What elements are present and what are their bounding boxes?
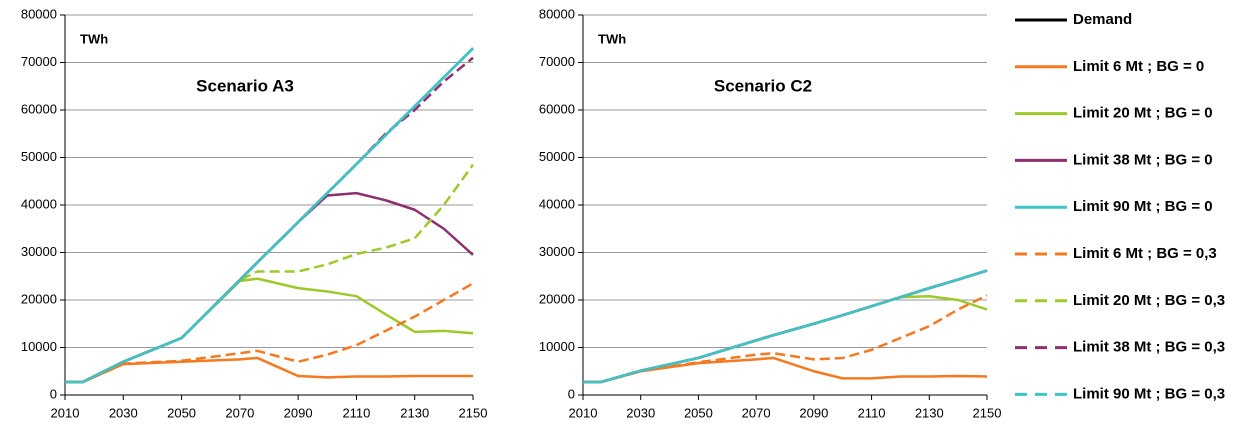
legend-label: Limit 38 Mt ; BG = 0,3: [1073, 339, 1225, 356]
x-tick-label: 2050: [684, 405, 713, 420]
y-tick-label: 10000: [21, 339, 57, 354]
x-tick-label: 2130: [915, 405, 944, 420]
series-line: [65, 56, 474, 384]
series-line: [583, 294, 988, 384]
x-tick-label: 2110: [858, 405, 886, 420]
y-tick-label: 60000: [21, 101, 57, 116]
legend-label: Limit 20 Mt ; BG = 0,3: [1073, 292, 1225, 309]
series-line: [583, 269, 988, 384]
y-tick-label: 50000: [539, 149, 575, 164]
unit-label: TWh: [598, 31, 626, 46]
x-tick-label: 2030: [109, 405, 138, 420]
series-line: [65, 282, 474, 384]
x-tick-label: 2090: [799, 405, 828, 420]
x-tick-label: 2070: [225, 405, 254, 420]
x-tick-label: 2010: [569, 405, 598, 420]
series-line: [65, 191, 474, 384]
legend-label: Limit 90 Mt ; BG = 0,3: [1073, 385, 1225, 402]
legend-label: Demand: [1073, 11, 1132, 28]
legend-label: Limit 6 Mt ; BG = 0: [1073, 58, 1204, 75]
x-tick-label: 2110: [342, 405, 370, 420]
y-tick-label: 50000: [21, 149, 57, 164]
y-tick-label: 0: [568, 386, 575, 401]
y-tick-label: 30000: [21, 244, 57, 259]
y-tick-label: 80000: [21, 6, 57, 21]
x-tick-label: 2150: [459, 405, 488, 420]
series-line: [65, 47, 474, 384]
x-tick-label: 2070: [742, 405, 771, 420]
scenario-title: Scenario C2: [714, 76, 812, 95]
legend-label: Limit 38 Mt ; BG = 0: [1073, 151, 1213, 168]
scenario-title: Scenario A3: [196, 76, 294, 95]
x-tick-label: 2010: [51, 405, 80, 420]
y-tick-label: 20000: [21, 291, 57, 306]
x-tick-label: 2150: [973, 405, 1002, 420]
y-tick-label: 70000: [21, 54, 57, 69]
y-tick-label: 80000: [539, 6, 575, 21]
unit-label: TWh: [80, 31, 108, 46]
y-tick-label: 10000: [539, 339, 575, 354]
legend-label: Limit 6 Mt ; BG = 0,3: [1073, 245, 1217, 262]
legend-label: Limit 90 Mt ; BG = 0: [1073, 198, 1213, 215]
series-line: [65, 47, 474, 384]
x-tick-label: 2050: [167, 405, 196, 420]
series-line: [65, 163, 475, 384]
y-tick-label: 40000: [539, 196, 575, 211]
series-line: [65, 277, 474, 384]
y-tick-label: 0: [50, 386, 57, 401]
y-tick-label: 30000: [539, 244, 575, 259]
legend-label: Limit 20 Mt ; BG = 0: [1073, 105, 1213, 122]
x-tick-label: 2130: [400, 405, 429, 420]
y-tick-label: 60000: [539, 101, 575, 116]
x-tick-label: 2090: [284, 405, 313, 420]
series-line: [65, 47, 474, 384]
y-tick-label: 70000: [539, 54, 575, 69]
y-tick-label: 20000: [539, 291, 575, 306]
x-tick-label: 2030: [626, 405, 655, 420]
y-tick-label: 40000: [21, 196, 57, 211]
